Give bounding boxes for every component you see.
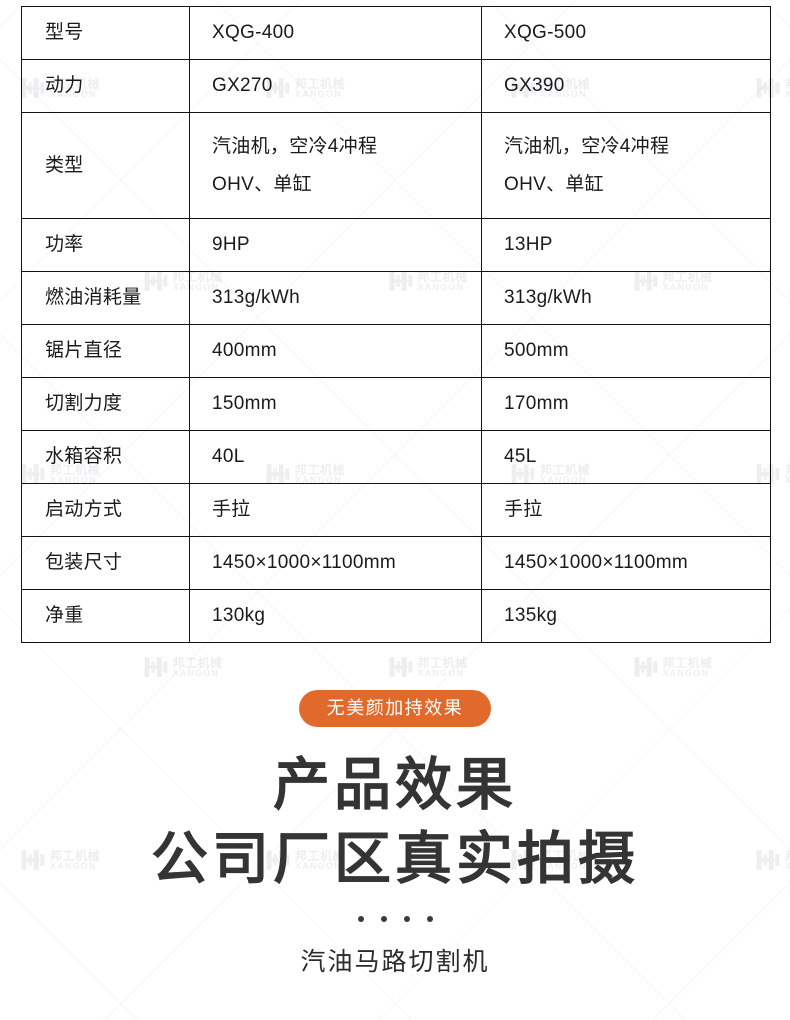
promo-badge: 无美颜加持效果 <box>298 690 492 727</box>
spec-value-cell-xqg400: 150mm <box>189 377 482 431</box>
watermark-cn-text: 邦工机械 <box>662 655 713 670</box>
spec-value-cell-xqg400: XQG-400 <box>189 6 482 60</box>
dot <box>403 916 410 923</box>
spec-value-line: XQG-400 <box>212 22 295 44</box>
spec-value-line: 13HP <box>504 234 553 256</box>
watermark-en-text: XANGON <box>662 667 710 678</box>
spec-value-line: 150mm <box>212 393 277 415</box>
spec-value-cell-xqg400: 汽油机，空冷4冲程 OHV、单缸 <box>189 112 482 219</box>
watermark-en-text: XANGON <box>417 667 465 678</box>
dot <box>426 916 433 923</box>
table-row: 类型 汽油机，空冷4冲程 OHV、单缸 汽油机，空冷4冲程 OHV、单缸 <box>21 112 771 219</box>
spec-value-line: GX390 <box>504 75 565 97</box>
spec-value-line: 1450×1000×1100mm <box>504 552 689 574</box>
spec-value-line: 500mm <box>504 340 569 362</box>
spec-value-cell-xqg400: GX270 <box>189 59 482 113</box>
spec-value-line: OHV、单缸 <box>504 174 604 195</box>
spec-table-container: 型号 XQG-400 XQG-500 动力 GX270 GX390 类型 汽油机，空冷4冲程 O… <box>21 6 771 643</box>
spec-label-cell: 燃油消耗量 <box>21 271 190 325</box>
promo-headline-secondary: 公司厂区真实拍摄 <box>151 826 639 891</box>
spec-table: 型号 XQG-400 XQG-500 动力 GX270 GX390 类型 汽油机，空冷4冲程 O… <box>21 6 771 643</box>
spec-value-line: 9HP <box>212 234 250 256</box>
spec-value-cell-xqg500: 1450×1000×1100mm <box>481 536 771 590</box>
spec-value-line: 手拉 <box>212 499 251 521</box>
table-row: 包装尺寸 1450×1000×1100mm 1450×1000×1100mm <box>21 536 771 590</box>
spec-value-cell-xqg500: 汽油机，空冷4冲程 OHV、单缸 <box>481 112 771 219</box>
table-row: 功率 9HP 13HP <box>21 218 771 272</box>
spec-label-cell: 水箱容积 <box>21 430 190 484</box>
spec-value-cell-xqg500: 45L <box>481 430 771 484</box>
spec-label-cell: 锯片直径 <box>21 324 190 378</box>
spec-value-line: 135kg <box>504 605 558 627</box>
table-row: 锯片直径 400mm 500mm <box>21 324 771 378</box>
spec-value-cell-xqg500: 13HP <box>481 218 771 272</box>
spec-value-cell-xqg500: GX390 <box>481 59 771 113</box>
table-row: 动力 GX270 GX390 <box>21 59 771 113</box>
spec-value-line: GX270 <box>212 75 273 97</box>
spec-value-cell-xqg400: 400mm <box>189 324 482 378</box>
spec-value-cell-xqg400: 40L <box>189 430 482 484</box>
spec-value-cell-xqg500: 135kg <box>481 589 771 643</box>
watermark-cn-text: 邦工机械 <box>417 655 468 670</box>
spec-value-cell-xqg400: 手拉 <box>189 483 482 537</box>
watermark-cn-text: 邦工机械 <box>785 464 790 476</box>
promo-subtitle: 汽油马路切割机 <box>300 948 490 977</box>
spec-value-cell-xqg400: 9HP <box>189 218 482 272</box>
spec-value-line: 40L <box>212 446 245 468</box>
spec-label-cell: 功率 <box>21 218 190 272</box>
spec-value-line: 130kg <box>212 605 266 627</box>
watermark-en-text: XANGON <box>784 88 790 99</box>
spec-value-cell-xqg400: 313g/kWh <box>189 271 482 325</box>
spec-value-cell-xqg500: 313g/kWh <box>481 271 771 325</box>
dot <box>357 916 364 923</box>
spec-value-line: 1450×1000×1100mm <box>212 552 397 574</box>
spec-value-line: XQG-500 <box>504 22 587 44</box>
table-row: 水箱容积 40L 45L <box>21 430 771 484</box>
dot <box>380 916 387 923</box>
table-row: 启动方式 手拉 手拉 <box>21 483 771 537</box>
watermark-en-text: XANGON <box>172 667 220 678</box>
spec-value-line: 313g/kWh <box>212 287 300 309</box>
spec-value-cell-xqg500: XQG-500 <box>481 6 771 60</box>
spec-label-cell: 启动方式 <box>21 483 190 537</box>
table-row: 型号 XQG-400 XQG-500 <box>21 6 771 60</box>
dot-separator <box>0 916 790 923</box>
spec-value-cell-xqg500: 手拉 <box>481 483 771 537</box>
spec-value-line: 45L <box>504 446 537 468</box>
spec-label-cell: 净重 <box>21 589 190 643</box>
table-row: 燃油消耗量 313g/kWh 313g/kWh <box>21 271 771 325</box>
spec-value-line: 170mm <box>504 393 569 415</box>
promo-headline-primary: 产品效果 <box>273 753 517 817</box>
spec-value-line: 汽油机，空冷4冲程 <box>504 135 670 157</box>
spec-value-cell-xqg400: 130kg <box>189 589 482 643</box>
promo-section: 无美颜加持效果 产品效果 公司厂区真实拍摄 汽油马路切割机 <box>0 690 790 978</box>
watermark-cn-text: 邦工机械 <box>785 78 790 90</box>
spec-value-cell-xqg500: 500mm <box>481 324 771 378</box>
table-row: 切割力度 150mm 170mm <box>21 377 771 431</box>
spec-value-cell-xqg400: 1450×1000×1100mm <box>189 536 482 590</box>
spec-label-cell: 包装尺寸 <box>21 536 190 590</box>
spec-value-line: 313g/kWh <box>504 287 592 309</box>
table-row: 净重 130kg 135kg <box>21 589 771 643</box>
spec-value-cell-xqg500: 170mm <box>481 377 771 431</box>
spec-label-cell: 切割力度 <box>21 377 190 431</box>
spec-label-cell: 动力 <box>21 59 190 113</box>
watermark-en-text: XANGON <box>784 474 790 485</box>
spec-value-line: 手拉 <box>504 499 543 521</box>
spec-label-cell: 类型 <box>21 112 190 219</box>
spec-value-line: 400mm <box>212 340 277 362</box>
spec-value-line: 汽油机，空冷4冲程 <box>212 135 378 157</box>
watermark-cn-text: 邦工机械 <box>172 655 223 670</box>
spec-value-line: OHV、单缸 <box>212 174 312 195</box>
spec-label-cell: 型号 <box>21 6 190 60</box>
